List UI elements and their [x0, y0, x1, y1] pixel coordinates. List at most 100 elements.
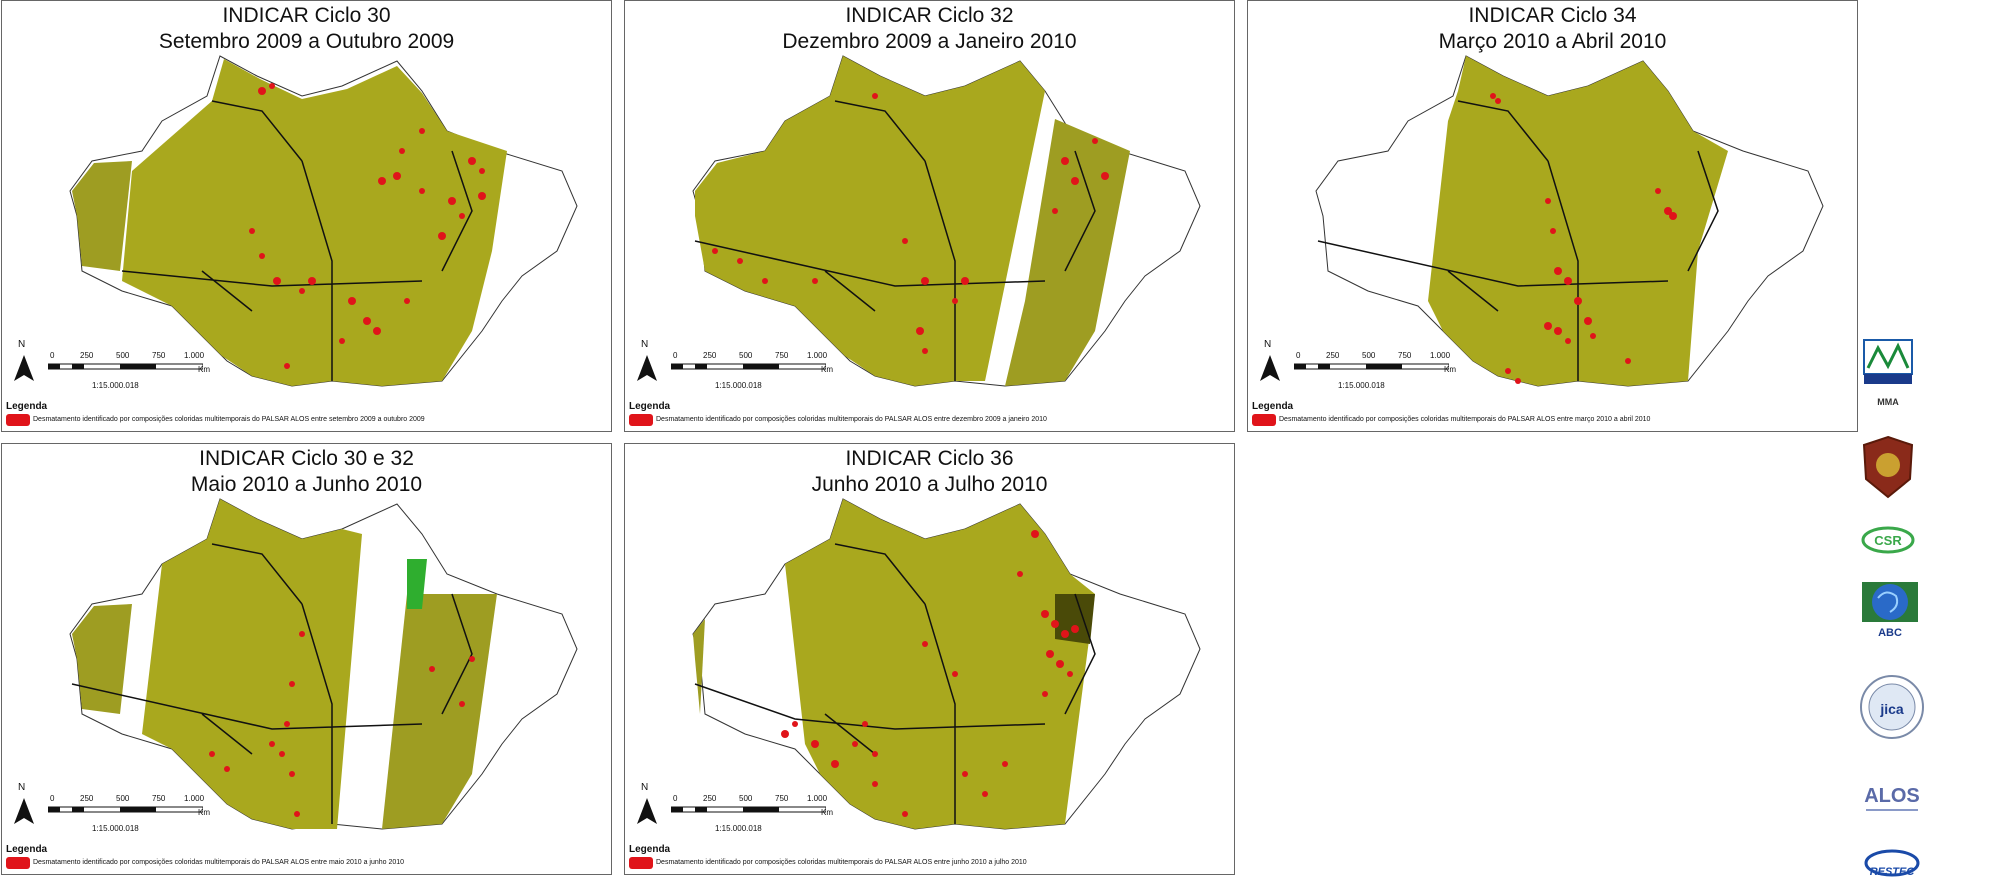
legend-title: Legenda	[629, 401, 671, 412]
north-arrow-icon	[14, 355, 34, 381]
deforestation-swatch	[6, 414, 30, 426]
map-panel-ciclo-34: INDICAR Ciclo 34 Março 2010 a Abril 2010…	[1247, 0, 1858, 432]
map-title: INDICAR Ciclo 30 e 32	[199, 447, 414, 470]
scale-ratio: 1:15.000.018	[715, 824, 762, 833]
deforestation-points	[249, 83, 486, 369]
legend-title: Legenda	[6, 844, 48, 855]
svg-text:jica: jica	[1879, 701, 1904, 717]
scale-bar	[1294, 363, 1449, 370]
map-panel-ciclo-32: INDICAR Ciclo 32 Dezembro 2009 a Janeiro…	[624, 0, 1235, 432]
deforestation-points	[209, 631, 475, 817]
scale-unit: Km	[198, 365, 210, 374]
alos-icon: ALOS	[1864, 785, 1920, 811]
svg-text:ABC: ABC	[1878, 627, 1902, 639]
scale-bar	[671, 806, 826, 813]
svg-text:ALOS: ALOS	[1864, 785, 1920, 807]
scale-unit: Km	[1444, 365, 1456, 374]
east-imagery	[382, 594, 497, 829]
north-label: N	[641, 339, 649, 350]
north-arrow-icon	[637, 355, 657, 381]
north-label: N	[18, 339, 26, 350]
badge-icon	[1862, 435, 1914, 499]
abc-globe-icon: ABC	[1862, 582, 1918, 639]
map-subtitle: Maio 2010 a Junho 2010	[190, 473, 423, 496]
map-panel-ciclo-30-32: INDICAR Ciclo 30 e 32 Maio 2010 a Junho …	[1, 443, 612, 875]
legend-text: Desmatamento identificado por composiçõe…	[33, 859, 405, 866]
deforestation-points	[1490, 93, 1677, 384]
west-imagery	[72, 604, 132, 714]
ibama-icon	[1863, 339, 1913, 384]
jica-seal-icon: jica	[1860, 675, 1924, 739]
north-label: N	[1264, 339, 1272, 350]
map-subtitle: Junho 2010 a Julho 2010	[811, 473, 1048, 496]
deforestation-swatch	[1252, 414, 1276, 426]
legend-title: Legenda	[629, 844, 671, 855]
deforestation-swatch	[629, 857, 653, 869]
restec-logo: RESTEC	[1860, 843, 1924, 888]
ibama-logo: IBAMA MMA	[1860, 338, 1916, 407]
map-subtitle: Setembro 2009 a Outubro 2009	[158, 30, 455, 53]
map-subtitle: Dezembro 2009 a Janeiro 2010	[782, 30, 1077, 53]
scale-ratio: 1:15.000.018	[715, 381, 762, 390]
map-graphic	[69, 498, 578, 830]
satellite-imagery	[785, 499, 1095, 829]
scale-bar	[671, 363, 826, 370]
svg-text:RESTEC: RESTEC	[1870, 866, 1916, 878]
csr-icon: CSR	[1861, 526, 1915, 554]
map-panel-ciclo-36: INDICAR Ciclo 36 Junho 2010 a Julho 2010…	[624, 443, 1235, 875]
map-panel-ciclo-30: INDICAR Ciclo 30 Setembro 2009 a Outubro…	[1, 0, 612, 432]
north-arrow-icon	[637, 798, 657, 824]
scale-bar	[48, 363, 203, 370]
legend-text: Desmatamento identificado por composiçõe…	[656, 416, 1047, 423]
west-imagery	[693, 619, 705, 714]
east-imagery	[1005, 119, 1130, 386]
legend-title: Legenda	[1252, 401, 1294, 412]
west-imagery	[72, 161, 132, 271]
legend-text: Desmatamento identificado por composiçõe…	[656, 859, 1027, 866]
state-boundaries	[71, 543, 473, 824]
satellite-imagery	[122, 59, 507, 386]
svg-text:CSR: CSR	[1874, 533, 1902, 548]
scale-ratio: 1:15.000.018	[92, 824, 139, 833]
north-label: N	[641, 782, 649, 793]
ibama-label: IBAMA	[1873, 383, 1903, 393]
jica-logo: jica	[1860, 672, 1924, 747]
map-graphic	[692, 55, 1201, 387]
satellite-imagery	[142, 499, 362, 829]
deforestation-swatch	[6, 857, 30, 869]
scale-ratio: 1:15.000.018	[1338, 381, 1385, 390]
legend-text: Desmatamento identificado por composiçõe…	[1279, 416, 1651, 423]
green-overlay	[407, 559, 427, 609]
policia-federal-badge	[1860, 435, 1916, 504]
scale-bar	[48, 806, 203, 813]
scale-unit: Km	[821, 808, 833, 817]
csr-logo: CSR	[1860, 525, 1916, 560]
alos-logo: ALOS	[1860, 772, 1924, 825]
deforestation-points	[712, 93, 1109, 354]
state-boundaries	[694, 543, 1096, 824]
north-label: N	[18, 782, 26, 793]
map-graphic	[69, 55, 578, 387]
map-graphic	[1315, 55, 1824, 387]
map-title: INDICAR Ciclo 34	[1468, 4, 1637, 27]
map-graphic	[692, 498, 1201, 830]
deforestation-swatch	[629, 414, 653, 426]
state-boundaries	[694, 100, 1096, 381]
legend-title: Legenda	[6, 401, 48, 412]
deforestation-points	[781, 530, 1079, 817]
map-subtitle: Março 2010 a Abril 2010	[1438, 30, 1667, 53]
state-boundaries	[1317, 100, 1719, 381]
map-title: INDICAR Ciclo 30	[222, 4, 391, 27]
mma-label: MMA	[1877, 397, 1899, 407]
scale-ratio: 1:15.000.018	[92, 381, 139, 390]
map-title: INDICAR Ciclo 36	[845, 447, 1014, 470]
restec-icon: RESTEC	[1864, 849, 1920, 878]
map-title: INDICAR Ciclo 32	[845, 4, 1014, 27]
scale-unit: Km	[821, 365, 833, 374]
satellite-imagery	[1428, 56, 1728, 386]
legend-text: Desmatamento identificado por composiçõe…	[33, 416, 425, 423]
scale-unit: Km	[198, 808, 210, 817]
state-boundaries	[121, 100, 473, 381]
north-arrow-icon	[14, 798, 34, 824]
satellite-imagery	[695, 56, 1045, 386]
